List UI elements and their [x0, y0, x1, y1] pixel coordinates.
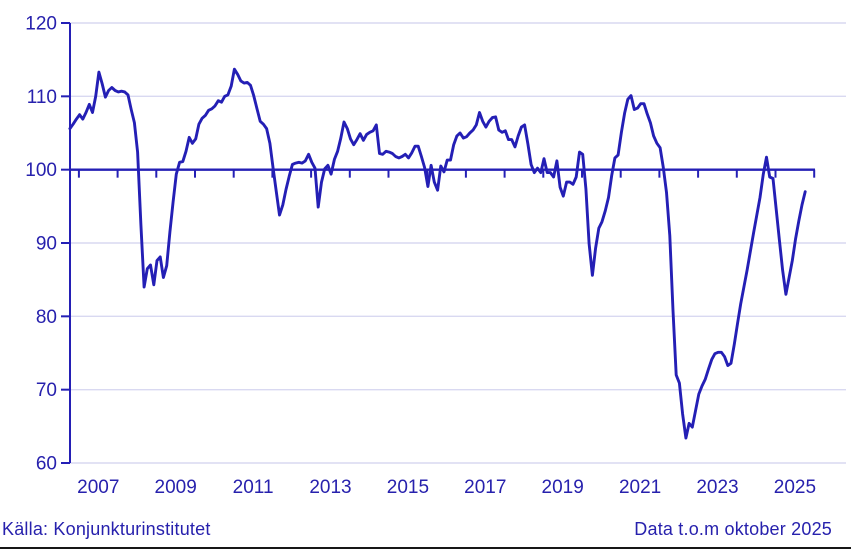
svg-text:2007: 2007 — [77, 477, 119, 498]
svg-text:80: 80 — [36, 307, 57, 328]
svg-text:2021: 2021 — [619, 477, 661, 498]
gridlines — [70, 22, 846, 464]
svg-text:110: 110 — [27, 87, 57, 108]
bottom-border-line — [0, 547, 851, 549]
svg-text:90: 90 — [36, 234, 57, 255]
svg-text:2019: 2019 — [542, 477, 584, 498]
x-tick-labels: 2007 2009 2011 2013 2015 2017 2019 2021 2023 2025 — [77, 477, 816, 498]
source-label: Källa: Konjunkturinstitutet — [2, 519, 211, 539]
y-axis — [61, 22, 71, 464]
svg-text:2025: 2025 — [774, 477, 816, 498]
svg-text:2009: 2009 — [155, 477, 197, 498]
svg-text:2011: 2011 — [233, 477, 274, 498]
svg-text:60: 60 — [36, 454, 57, 475]
svg-text:2017: 2017 — [464, 477, 506, 498]
data-note-label: Data t.o.m oktober 2025 — [634, 519, 832, 539]
svg-text:2013: 2013 — [309, 477, 351, 498]
svg-text:2023: 2023 — [696, 477, 738, 498]
svg-text:120: 120 — [25, 14, 57, 35]
svg-text:70: 70 — [36, 380, 57, 401]
svg-text:2015: 2015 — [387, 477, 429, 498]
svg-text:100: 100 — [25, 160, 57, 181]
indicator-series-line — [68, 67, 807, 440]
y-tick-labels: 60 70 80 90 100 110 120 — [25, 14, 57, 475]
chart-footer: Källa: Konjunkturinstitutet Data t.o.m o… — [0, 519, 851, 545]
